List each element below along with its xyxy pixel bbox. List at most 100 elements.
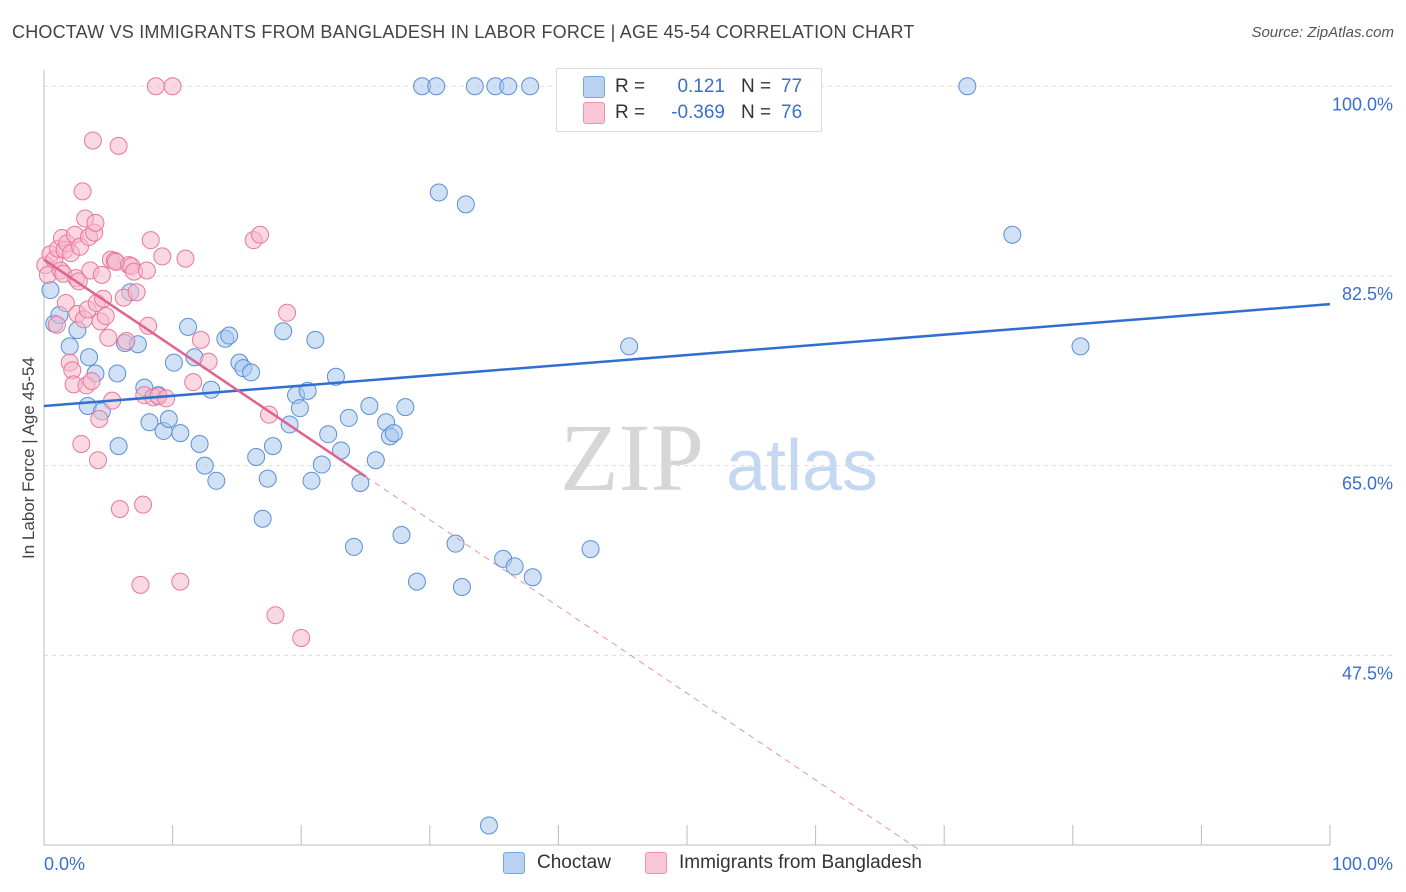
legend-r-label: R = — [615, 76, 646, 97]
bangladesh-point — [292, 628, 311, 647]
choctaw-point — [263, 437, 282, 456]
choctaw-point — [274, 322, 293, 341]
series-legend: Choctaw Immigrants from Bangladesh — [0, 852, 1406, 878]
choctaw-point — [253, 509, 272, 528]
choctaw-point — [407, 572, 426, 591]
legend-r-label: R = — [615, 102, 646, 123]
bangladesh-point — [83, 131, 102, 150]
choctaw-point — [140, 413, 159, 432]
choctaw-point — [452, 578, 471, 597]
choctaw-point — [620, 337, 639, 356]
legend-item-choctaw[interactable]: Choctaw — [503, 852, 611, 874]
choctaw-point — [396, 398, 415, 417]
legend-n-value: 77 — [781, 76, 803, 97]
legend-n-label: N = — [741, 76, 772, 97]
bangladesh-point — [157, 389, 176, 408]
choctaw-point — [108, 364, 127, 383]
bangladesh-point — [137, 261, 156, 280]
bangladesh-point — [72, 434, 91, 453]
legend-row-choctaw: R = 0.121 N = 77 — [583, 75, 802, 99]
choctaw-point — [319, 425, 338, 444]
bangladesh-point — [89, 451, 108, 470]
bangladesh-point — [251, 225, 270, 244]
y-axis-label: In Labor Force | Age 45-54 — [19, 357, 38, 559]
choctaw-point — [465, 77, 484, 96]
legend-item-bangladesh[interactable]: Immigrants from Bangladesh — [645, 852, 922, 874]
y-tick-label: 82.5% — [1342, 284, 1393, 304]
choctaw-point — [195, 456, 214, 475]
bangladesh-point — [171, 572, 190, 591]
choctaw-point — [247, 447, 266, 466]
legend-r-value: -0.369 — [671, 102, 725, 123]
bangladesh-point — [47, 315, 66, 334]
choctaw-point — [360, 397, 379, 416]
choctaw-point — [242, 363, 261, 382]
choctaw-point — [344, 537, 363, 556]
bangladesh-point — [131, 575, 150, 594]
legend-r-value: 0.121 — [677, 76, 725, 97]
choctaw-point — [109, 437, 128, 456]
bangladesh-swatch — [583, 102, 605, 124]
choctaw-point — [446, 534, 465, 553]
axes — [43, 70, 1331, 846]
choctaw-point — [581, 540, 600, 559]
bangladesh-point — [266, 606, 285, 625]
choctaw-point — [179, 317, 198, 336]
choctaw-point — [505, 557, 524, 576]
legend-n-label: N = — [741, 102, 772, 123]
bangladesh-point — [127, 283, 146, 302]
choctaw-point — [171, 424, 190, 443]
choctaw-point — [429, 183, 448, 202]
choctaw-point — [521, 77, 540, 96]
choctaw-point — [366, 451, 385, 470]
choctaw-point — [60, 337, 79, 356]
legend-n-value: 76 — [781, 102, 803, 123]
choctaw-point — [220, 326, 239, 345]
chart-title: CHOCTAW VS IMMIGRANTS FROM BANGLADESH IN… — [12, 22, 915, 42]
bangladesh-point — [96, 307, 115, 326]
bangladesh-point — [56, 294, 75, 313]
choctaw-point — [207, 471, 226, 490]
bangladesh-trend-extension — [365, 476, 919, 850]
bangladesh-point — [82, 372, 101, 391]
bangladesh-point — [109, 136, 128, 155]
bangladesh-point — [134, 495, 153, 514]
stats-legend: R = 0.121 N = 77 R = -0.369 N = 76 — [556, 68, 822, 132]
bangladesh-point — [278, 303, 297, 322]
bangladesh-point — [86, 213, 105, 232]
choctaw-point — [427, 77, 446, 96]
trend-lines — [43, 258, 1331, 850]
choctaw-point — [1003, 225, 1022, 244]
choctaw-point — [1071, 337, 1090, 356]
choctaw-point — [312, 455, 331, 474]
choctaw-point — [290, 399, 309, 418]
x-tick-label: 100.0% — [1332, 854, 1393, 874]
choctaw-point — [523, 568, 542, 587]
choctaw-point — [258, 469, 277, 488]
legend-row-bangladesh: R = -0.369 N = 76 — [583, 101, 802, 125]
choctaw-point — [41, 281, 60, 300]
bangladesh-point — [139, 316, 158, 335]
source-label: Source: ZipAtlas.com — [1251, 24, 1394, 41]
bangladesh-point — [191, 330, 210, 349]
bangladesh-point — [146, 77, 165, 96]
y-tick-label: 65.0% — [1342, 474, 1393, 494]
choctaw-point — [384, 424, 403, 443]
choctaw-point — [202, 380, 221, 399]
watermark-zip: ZIP — [560, 404, 704, 511]
y-tick-label: 100.0% — [1332, 94, 1393, 114]
choctaw-point — [302, 471, 321, 490]
choctaw-point — [159, 410, 178, 429]
bangladesh-point — [153, 247, 172, 266]
bangladesh-point — [141, 231, 160, 250]
choctaw-point — [164, 353, 183, 372]
data-points — [36, 77, 1090, 835]
choctaw-point — [326, 367, 345, 386]
choctaw-point — [499, 77, 518, 96]
choctaw-point — [306, 330, 325, 349]
choctaw-point — [456, 195, 475, 214]
bangladesh-swatch — [645, 852, 667, 874]
choctaw-point — [479, 816, 498, 835]
bangladesh-trend-line — [43, 258, 367, 478]
